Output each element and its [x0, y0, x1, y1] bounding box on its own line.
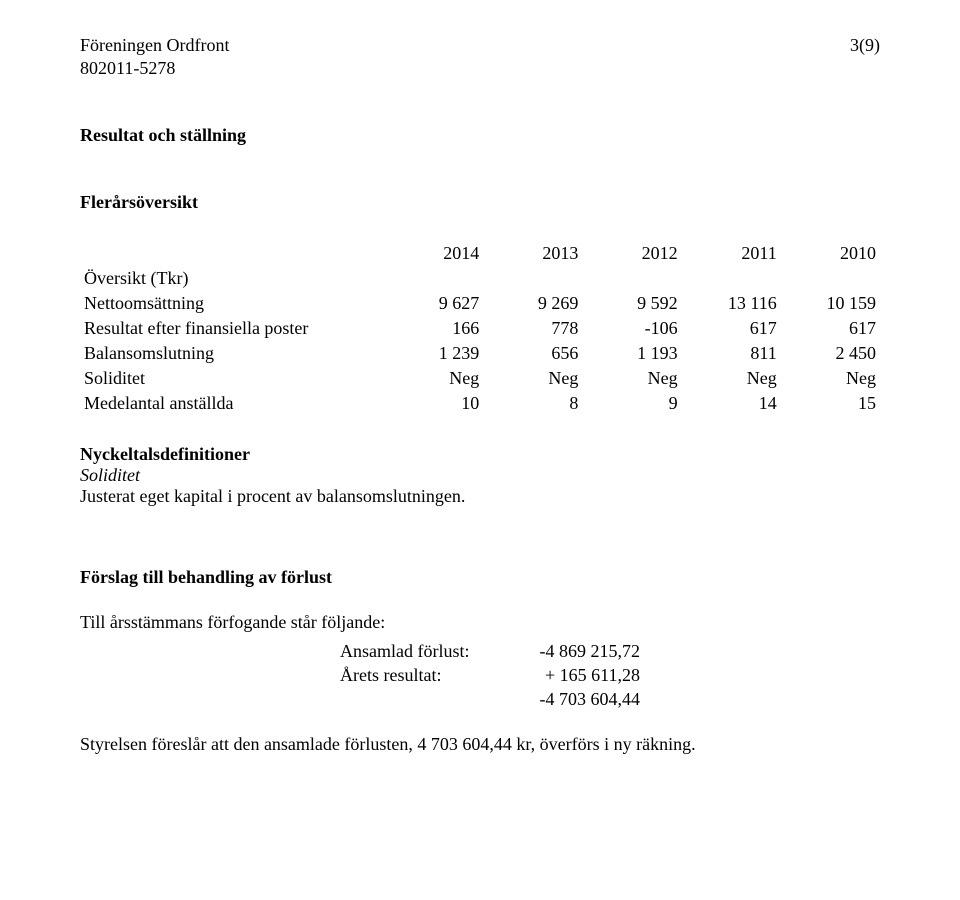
page: Föreningen Ordfront 802011-5278 3(9) Res…	[0, 0, 960, 789]
cell: 778	[483, 316, 582, 341]
page-number: 3(9)	[850, 34, 880, 81]
table-row: Resultat efter finansiella poster 166 77…	[80, 316, 880, 341]
org-name: Föreningen Ordfront	[80, 34, 229, 57]
cell: 656	[483, 341, 582, 366]
row-label: Nettoomsättning	[80, 291, 384, 316]
cell: 13 116	[682, 291, 781, 316]
row-label: Resultat efter finansiella poster	[80, 316, 384, 341]
cell: 166	[384, 316, 483, 341]
cell: 617	[781, 316, 880, 341]
cell: 10 159	[781, 291, 880, 316]
cell: 1 239	[384, 341, 483, 366]
cell: 8	[483, 391, 582, 416]
cell: Neg	[384, 366, 483, 391]
cell: Neg	[781, 366, 880, 391]
year-col: 2012	[582, 241, 681, 266]
cell: 9 627	[384, 291, 483, 316]
disposition-row: Ansamlad förlust: -4 869 215,72	[340, 639, 880, 663]
cell: 1 193	[582, 341, 681, 366]
cell: 14	[682, 391, 781, 416]
table-row: Soliditet Neg Neg Neg Neg Neg	[80, 366, 880, 391]
document-header: Föreningen Ordfront 802011-5278 3(9)	[80, 34, 880, 81]
year-col: 2010	[781, 241, 880, 266]
section-heading: Resultat och ställning	[80, 125, 880, 146]
definitions-heading: Nyckeltalsdefinitioner	[80, 444, 880, 465]
disposition-label: Ansamlad förlust:	[340, 639, 500, 663]
cell: Neg	[483, 366, 582, 391]
table-row: Medelantal anställda 10 8 9 14 15	[80, 391, 880, 416]
row-label: Soliditet	[80, 366, 384, 391]
org-number: 802011-5278	[80, 57, 229, 80]
proposal-conclusion: Styrelsen föreslår att den ansamlade för…	[80, 734, 880, 755]
cell: 9 592	[582, 291, 681, 316]
cell: -106	[582, 316, 681, 341]
row-header: Översikt (Tkr)	[80, 266, 384, 291]
table-row: Balansomslutning 1 239 656 1 193 811 2 4…	[80, 341, 880, 366]
table-subheader-row: Översikt (Tkr)	[80, 266, 880, 291]
disposition-value: -4 703 604,44	[500, 687, 640, 711]
cell: 15	[781, 391, 880, 416]
definitions-term: Soliditet	[80, 465, 880, 486]
cell: 811	[682, 341, 781, 366]
disposition-label	[340, 687, 500, 711]
disposition-value: -4 869 215,72	[500, 639, 640, 663]
header-left: Föreningen Ordfront 802011-5278	[80, 34, 229, 81]
disposition-row: -4 703 604,44	[340, 687, 880, 711]
year-col: 2013	[483, 241, 582, 266]
disposition-block: Ansamlad förlust: -4 869 215,72 Årets re…	[340, 639, 880, 712]
disposition-label: Årets resultat:	[340, 663, 500, 687]
year-col: 2011	[682, 241, 781, 266]
disposition-row: Årets resultat: + 165 611,28	[340, 663, 880, 687]
table-header-row: 2014 2013 2012 2011 2010	[80, 241, 880, 266]
multi-year-table: 2014 2013 2012 2011 2010 Översikt (Tkr) …	[80, 241, 880, 416]
row-label: Balansomslutning	[80, 341, 384, 366]
definitions-desc: Justerat eget kapital i procent av balan…	[80, 486, 880, 507]
cell: 10	[384, 391, 483, 416]
cell: 9	[582, 391, 681, 416]
proposal-intro: Till årsstämmans förfogande står följand…	[80, 612, 880, 633]
cell: Neg	[582, 366, 681, 391]
proposal-heading: Förslag till behandling av förlust	[80, 567, 880, 588]
row-header-blank	[80, 241, 384, 266]
cell: 617	[682, 316, 781, 341]
disposition-value: + 165 611,28	[500, 663, 640, 687]
cell: 2 450	[781, 341, 880, 366]
overview-title: Flerårsöversikt	[80, 192, 880, 213]
cell: 9 269	[483, 291, 582, 316]
cell: Neg	[682, 366, 781, 391]
row-label: Medelantal anställda	[80, 391, 384, 416]
table-row: Nettoomsättning 9 627 9 269 9 592 13 116…	[80, 291, 880, 316]
year-col: 2014	[384, 241, 483, 266]
